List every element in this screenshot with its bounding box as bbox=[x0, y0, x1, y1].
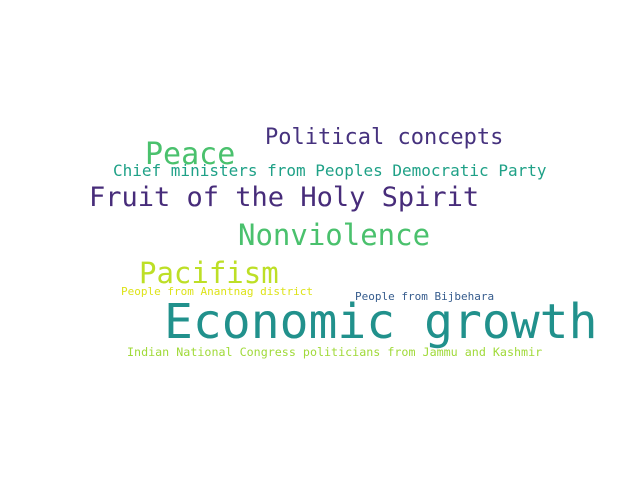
word-chief-ministers-pdp: Chief ministers from Peoples Democratic … bbox=[113, 161, 547, 180]
word-nonviolence: Nonviolence bbox=[238, 218, 431, 252]
word-fruit-of-the-holy-spirit: Fruit of the Holy Spirit bbox=[89, 182, 480, 213]
word-pacifism: Pacifism bbox=[139, 256, 279, 290]
word-people-from-anantnag-district: People from Anantnag district bbox=[121, 285, 314, 298]
word-peace: Peace bbox=[145, 137, 236, 172]
word-political-concepts: Political concepts bbox=[265, 125, 504, 150]
word-inc-politicians-jammu-kashmir: Indian National Congress politicians fro… bbox=[127, 345, 543, 359]
word-economic-growth: Economic growth bbox=[164, 294, 598, 350]
word-people-from-bijbehara: People from Bijbehara bbox=[355, 290, 495, 303]
